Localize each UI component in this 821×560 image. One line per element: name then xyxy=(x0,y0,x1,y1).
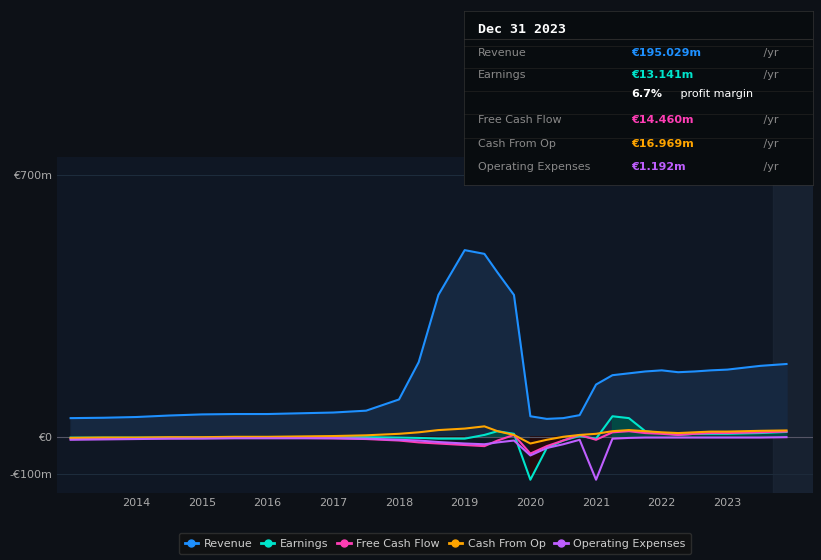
Text: profit margin: profit margin xyxy=(677,88,753,99)
Bar xyxy=(773,157,813,493)
Text: €13.141m: €13.141m xyxy=(631,71,694,81)
Text: /yr: /yr xyxy=(760,162,779,172)
Legend: Revenue, Earnings, Free Cash Flow, Cash From Op, Operating Expenses: Revenue, Earnings, Free Cash Flow, Cash … xyxy=(179,533,691,554)
Text: Free Cash Flow: Free Cash Flow xyxy=(478,115,562,125)
Text: 6.7%: 6.7% xyxy=(631,88,663,99)
Text: €1.192m: €1.192m xyxy=(631,162,686,172)
Text: Cash From Op: Cash From Op xyxy=(478,139,556,149)
Text: €16.969m: €16.969m xyxy=(631,139,694,149)
Text: /yr: /yr xyxy=(760,48,779,58)
Text: /yr: /yr xyxy=(760,71,779,81)
Text: Earnings: Earnings xyxy=(478,71,526,81)
Text: €195.029m: €195.029m xyxy=(631,48,701,58)
Text: Dec 31 2023: Dec 31 2023 xyxy=(478,24,566,36)
Text: Revenue: Revenue xyxy=(478,48,526,58)
Text: /yr: /yr xyxy=(760,139,779,149)
Text: €14.460m: €14.460m xyxy=(631,115,694,125)
Text: Operating Expenses: Operating Expenses xyxy=(478,162,590,172)
Text: /yr: /yr xyxy=(760,115,779,125)
